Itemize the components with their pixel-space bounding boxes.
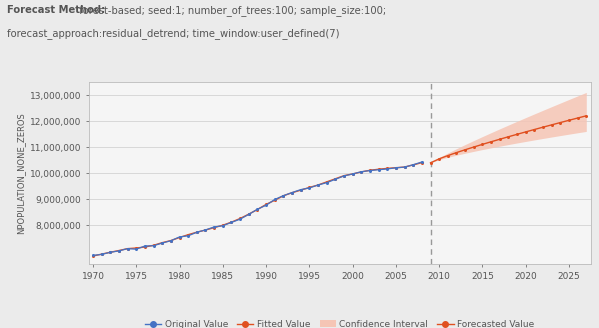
Text: forecast_approach:residual_detrend; time_window:user_defined(7): forecast_approach:residual_detrend; time… <box>7 28 340 39</box>
Legend: Original Value, Fitted Value, Confidence Interval, Forecasted Value: Original Value, Fitted Value, Confidence… <box>141 316 538 328</box>
Text: Forecast Method:: Forecast Method: <box>7 5 105 15</box>
Y-axis label: NPOPULATION_NONE_ZEROS: NPOPULATION_NONE_ZEROS <box>16 112 25 234</box>
Text: forest-based; seed:1; number_of_trees:100; sample_size:100;: forest-based; seed:1; number_of_trees:10… <box>76 5 386 16</box>
